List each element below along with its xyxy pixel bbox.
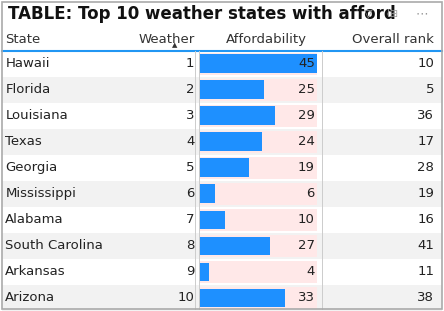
Text: 19: 19 <box>417 187 434 200</box>
Bar <box>2 0 442 27</box>
Text: TABLE: Top 10 weather states with afford: TABLE: Top 10 weather states with afford <box>8 5 396 23</box>
Text: 3: 3 <box>186 109 194 122</box>
Bar <box>2 207 442 233</box>
Text: 2: 2 <box>186 83 194 96</box>
Text: South Carolina: South Carolina <box>5 239 103 253</box>
Text: 29: 29 <box>298 109 315 122</box>
Text: 17: 17 <box>417 135 434 148</box>
Bar <box>199 54 317 73</box>
Text: Mississippi: Mississippi <box>5 187 76 200</box>
Bar <box>2 129 442 155</box>
Text: I⊞: I⊞ <box>388 9 398 19</box>
Text: 8: 8 <box>186 239 194 253</box>
Bar <box>199 209 317 231</box>
Text: ⋯: ⋯ <box>416 7 428 20</box>
Text: 10: 10 <box>298 213 315 226</box>
Text: 33: 33 <box>298 291 315 304</box>
Text: 4: 4 <box>306 266 315 278</box>
Bar <box>2 285 442 311</box>
Bar <box>199 261 317 283</box>
Text: State: State <box>5 33 40 45</box>
Text: 4: 4 <box>186 135 194 148</box>
Text: 6: 6 <box>186 187 194 200</box>
Text: Arizona: Arizona <box>5 291 56 304</box>
Bar <box>199 262 210 281</box>
Bar <box>199 131 317 153</box>
Text: 5: 5 <box>186 161 194 174</box>
Text: ▲: ▲ <box>172 42 177 48</box>
Text: Georgia: Georgia <box>5 161 58 174</box>
Text: Louisiana: Louisiana <box>5 109 68 122</box>
Text: Overall rank: Overall rank <box>353 33 434 45</box>
Text: Arkansas: Arkansas <box>5 266 66 278</box>
Text: 27: 27 <box>298 239 315 253</box>
Bar <box>199 80 264 99</box>
Bar <box>199 132 262 151</box>
Text: 6: 6 <box>306 187 315 200</box>
Bar <box>2 233 442 259</box>
Bar <box>2 181 442 207</box>
Text: ▽: ▽ <box>364 9 373 19</box>
Text: Florida: Florida <box>5 83 51 96</box>
Bar <box>199 237 270 255</box>
Bar <box>199 53 317 75</box>
Bar <box>199 183 317 205</box>
Bar <box>2 77 442 103</box>
Bar <box>199 157 317 179</box>
Text: 19: 19 <box>298 161 315 174</box>
Text: 25: 25 <box>298 83 315 96</box>
Text: 24: 24 <box>298 135 315 148</box>
Bar <box>2 51 442 77</box>
Text: Texas: Texas <box>5 135 42 148</box>
Text: 10: 10 <box>178 291 194 304</box>
Bar <box>199 184 214 203</box>
Bar <box>199 159 249 177</box>
Bar <box>2 27 442 51</box>
Text: Weather: Weather <box>138 33 194 45</box>
Text: 1: 1 <box>186 57 194 70</box>
Text: Affordability: Affordability <box>226 33 306 45</box>
Bar <box>199 79 317 101</box>
Text: 16: 16 <box>417 213 434 226</box>
Bar <box>199 235 317 257</box>
Text: 11: 11 <box>417 266 434 278</box>
Text: 41: 41 <box>417 239 434 253</box>
Bar <box>2 103 442 129</box>
Text: 5: 5 <box>426 83 434 96</box>
Bar <box>2 155 442 181</box>
Bar <box>199 211 225 229</box>
Bar <box>2 259 442 285</box>
Text: 10: 10 <box>417 57 434 70</box>
Text: 45: 45 <box>298 57 315 70</box>
Bar <box>199 287 317 309</box>
Text: 36: 36 <box>417 109 434 122</box>
Text: Hawaii: Hawaii <box>5 57 50 70</box>
Text: 38: 38 <box>417 291 434 304</box>
Text: 28: 28 <box>417 161 434 174</box>
Bar <box>199 106 275 125</box>
Text: 7: 7 <box>186 213 194 226</box>
Bar <box>199 289 285 307</box>
Bar <box>199 105 317 127</box>
Text: Alabama: Alabama <box>5 213 64 226</box>
Text: 9: 9 <box>186 266 194 278</box>
